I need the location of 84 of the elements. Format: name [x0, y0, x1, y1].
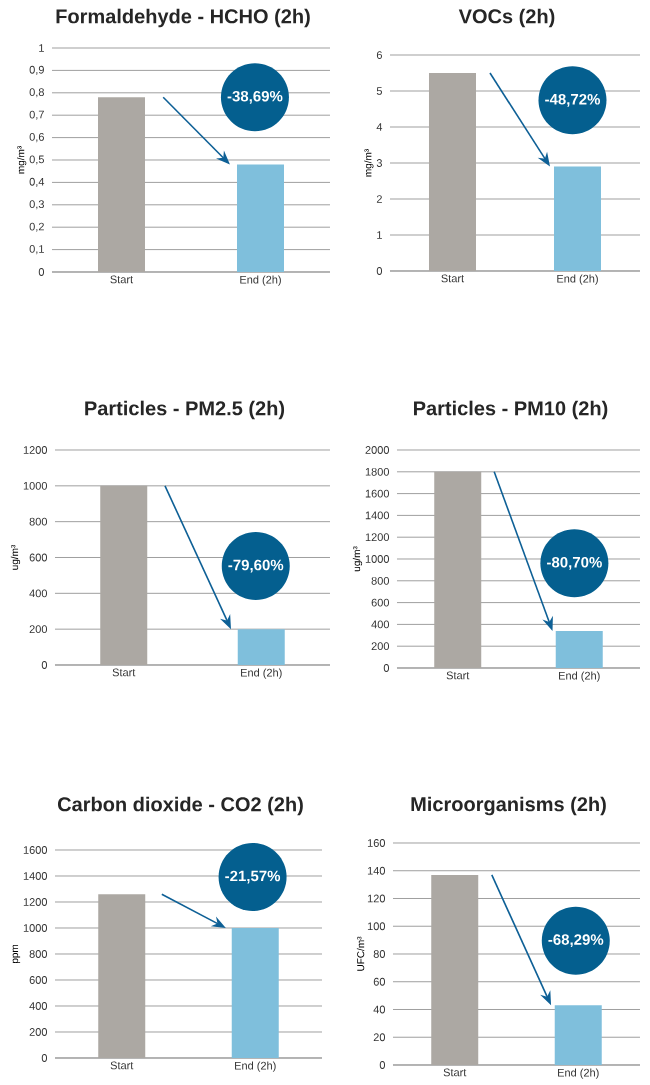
- y-tick-label: 600: [29, 976, 48, 984]
- y-tick-label: 0,1: [29, 245, 44, 255]
- x-tick-label: End (2h): [240, 275, 281, 286]
- y-tick-label: 1800: [365, 467, 390, 476]
- x-tick-label: End (2h): [557, 274, 598, 285]
- x-tick-label: Start: [441, 274, 465, 283]
- y-tick-label: 4: [376, 123, 383, 131]
- y-tick-label: 1000: [23, 924, 48, 932]
- y-tick-label: 100: [367, 922, 386, 931]
- y-tick-label: 0,6: [29, 133, 44, 143]
- y-tick-label: 1200: [365, 533, 390, 542]
- y-tick-label: 1400: [23, 872, 48, 880]
- y-tick-label: 1200: [23, 446, 48, 454]
- y-axis-title: UFC/m³: [356, 936, 365, 971]
- y-tick-label: 0: [41, 1054, 48, 1062]
- y-tick-label: 0,7: [29, 110, 44, 120]
- x-tick-label: Start: [446, 671, 470, 680]
- y-tick-label: 0: [38, 268, 45, 276]
- y-tick-label: 2000: [365, 446, 390, 454]
- x-tick-label: Start: [443, 1068, 467, 1077]
- y-tick-label: 0,2: [29, 222, 44, 232]
- y-tick-label: 400: [371, 620, 390, 629]
- y-tick-label: 1000: [23, 481, 48, 490]
- y-tick-label: 0,9: [29, 65, 44, 75]
- y-tick-label: 0: [379, 1061, 386, 1069]
- x-tick-label: End (2h): [235, 1061, 276, 1072]
- y-tick-label: 200: [29, 1028, 48, 1036]
- y-tick-label: 200: [371, 642, 390, 651]
- y-tick-label: 200: [29, 625, 48, 634]
- y-tick-label: 0,5: [29, 155, 44, 165]
- annotation: -80,70%: [547, 556, 602, 570]
- y-tick-label: 0: [383, 664, 390, 672]
- chart-title: Formaldehyde - HCHO (2h): [56, 8, 310, 28]
- chart-title: VOCs (2h): [458, 8, 555, 28]
- chart-title: Particles - PM10 (2h): [414, 400, 608, 420]
- y-tick-label: 400: [29, 589, 48, 598]
- x-tick-label: End (2h): [559, 671, 600, 682]
- y-tick-label: 6: [376, 51, 382, 59]
- y-tick-label: 3: [376, 159, 382, 167]
- y-tick-label: 140: [367, 866, 386, 875]
- annotation: -38,69%: [227, 90, 283, 104]
- y-tick-label: 1: [377, 231, 382, 239]
- annotation: -48,72%: [545, 93, 601, 107]
- chart-title: Particles - PM2.5 (2h): [85, 400, 285, 420]
- y-tick-label: 800: [29, 517, 48, 526]
- y-axis-title: ppm: [12, 944, 21, 964]
- y-tick-label: 120: [367, 894, 386, 903]
- y-axis-title: ug/m³: [352, 546, 363, 572]
- y-tick-label: 1600: [365, 489, 390, 498]
- y-tick-label: 160: [367, 839, 386, 847]
- y-axis-title: mg/m³: [16, 146, 27, 174]
- y-tick-label: 20: [373, 1033, 386, 1042]
- y-tick-label: 80: [373, 950, 386, 958]
- annotation: -79,60%: [228, 559, 284, 573]
- y-axis-title: mg/m³: [364, 149, 374, 177]
- y-tick-label: 0,8: [29, 88, 44, 98]
- y-tick-label: 800: [371, 576, 390, 585]
- y-axis-title: ug/m³: [10, 544, 21, 570]
- y-tick-label: 60: [373, 977, 386, 986]
- y-tick-label: 0,4: [29, 177, 45, 187]
- x-tick-label: Start: [110, 1061, 134, 1070]
- y-tick-label: 1: [39, 44, 44, 52]
- y-tick-label: 0: [41, 661, 48, 669]
- y-tick-label: 1600: [23, 846, 48, 854]
- chart-title: Microorganisms (2h): [411, 796, 606, 816]
- annotation: -21,57%: [225, 870, 281, 884]
- y-tick-label: 1200: [23, 898, 48, 906]
- y-tick-label: 400: [29, 1002, 48, 1010]
- y-tick-label: 0,3: [29, 200, 44, 210]
- y-tick-label: 5: [376, 87, 382, 95]
- y-tick-label: 0: [376, 267, 383, 275]
- x-tick-label: Start: [112, 668, 136, 677]
- x-tick-label: End (2h): [558, 1068, 599, 1079]
- y-tick-label: 40: [373, 1005, 386, 1014]
- annotation: -68,29%: [548, 934, 604, 948]
- y-tick-label: 1400: [365, 511, 390, 520]
- x-tick-label: End (2h): [241, 668, 282, 679]
- y-tick-label: 600: [371, 598, 390, 607]
- chart-title: Carbon dioxide - CO2 (2h): [57, 796, 303, 816]
- y-tick-label: 2: [376, 195, 382, 203]
- y-tick-label: 1000: [365, 555, 390, 563]
- x-tick-label: Start: [110, 275, 134, 284]
- y-tick-label: 800: [29, 950, 48, 958]
- y-tick-label: 600: [29, 553, 48, 562]
